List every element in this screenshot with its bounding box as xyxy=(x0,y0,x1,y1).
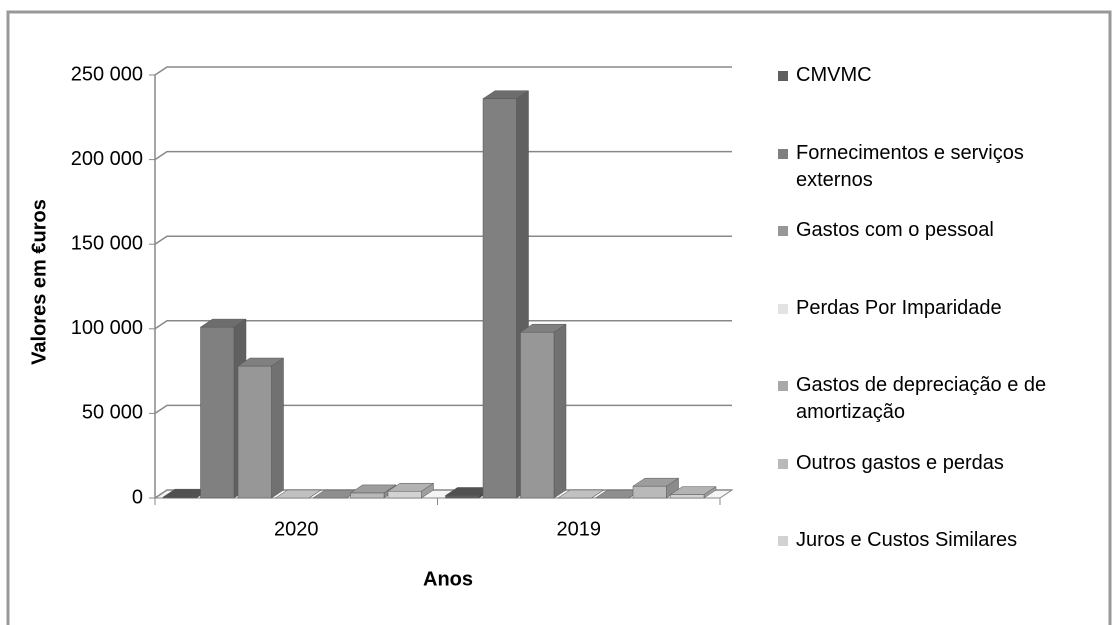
bar-top xyxy=(237,357,285,367)
bar-top xyxy=(519,323,567,333)
legend-swatch xyxy=(778,458,788,469)
legend-swatch xyxy=(778,226,788,236)
bar xyxy=(632,477,680,499)
bar-side xyxy=(271,357,284,499)
bar xyxy=(274,489,322,499)
grid-line xyxy=(154,235,732,245)
bar-top xyxy=(632,477,680,487)
bar-side xyxy=(553,323,567,499)
grid-line xyxy=(154,66,732,76)
grid-line xyxy=(154,150,732,161)
bar-front xyxy=(200,326,235,499)
legend-label: Gastos de depreciação e de amortização xyxy=(796,374,1047,423)
bar-top xyxy=(274,489,322,499)
x-tick-label: 2020 xyxy=(274,518,319,540)
legend-swatch xyxy=(778,303,788,314)
bar-front xyxy=(520,331,555,499)
chart-border xyxy=(6,10,1112,625)
bar-top xyxy=(669,486,717,495)
bar-front xyxy=(482,98,517,499)
bar-front xyxy=(445,495,480,499)
grid-line xyxy=(154,320,732,330)
legend-swatch xyxy=(778,536,788,546)
legend-item: CMVMC xyxy=(778,62,1098,89)
bar-front xyxy=(670,494,705,499)
bar-front xyxy=(387,490,422,499)
bar xyxy=(519,323,567,499)
y-tick-label: 250 000 xyxy=(71,63,143,85)
legend-label: Juros e Custos Similares xyxy=(796,529,1018,551)
y-tick-label: 150 000 xyxy=(71,232,143,254)
y-tick-label: 50 000 xyxy=(82,402,143,424)
bar xyxy=(557,489,605,499)
bar-front xyxy=(350,492,385,499)
legend-item: Perdas Por Imparidade xyxy=(778,295,1098,322)
legend-swatch xyxy=(778,71,788,81)
bar xyxy=(669,486,717,499)
bar-top xyxy=(199,318,247,328)
bar xyxy=(237,357,285,499)
y-tick-label: 100 000 xyxy=(71,317,143,339)
legend-label: Gastos com o pessoal xyxy=(796,219,994,241)
bar-top xyxy=(349,484,397,494)
bar-top xyxy=(387,482,435,492)
legend-item: Outros gastos e perdas xyxy=(778,450,1098,477)
legend-label: Perdas Por Imparidade xyxy=(796,296,1002,319)
legend-label: Outros gastos e perdas xyxy=(796,451,1004,474)
legend-item: Gastos de depreciação e de amortização xyxy=(778,372,1098,426)
legend-item: Juros e Custos Similares xyxy=(778,527,1098,554)
legend-item: Fornecimentos e serviços externos xyxy=(778,140,1098,194)
legend-label: CMVMC xyxy=(796,64,872,86)
legend-swatch xyxy=(778,148,788,159)
y-tick-label: 0 xyxy=(132,486,143,508)
bar-front xyxy=(237,365,272,499)
y-tick-label: 200 000 xyxy=(71,148,143,170)
bar-top xyxy=(482,90,530,99)
x-tick-label: 2019 xyxy=(557,518,602,540)
y-axis-title: Valores em €uros xyxy=(28,199,50,365)
bar-front xyxy=(632,485,667,499)
bar xyxy=(482,90,530,499)
bar xyxy=(387,482,435,499)
bar-top xyxy=(557,489,605,499)
x-axis-title: Anos xyxy=(423,568,473,590)
legend-item: Gastos com o pessoal xyxy=(778,217,1098,244)
legend-swatch xyxy=(778,381,788,391)
legend-label: Fornecimentos e serviços externos xyxy=(796,141,1024,191)
